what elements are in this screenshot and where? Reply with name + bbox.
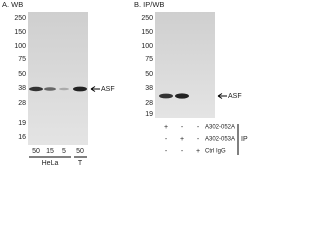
row-label: A302-052A (205, 125, 235, 131)
band (44, 87, 56, 91)
marker-label: 75 (145, 56, 153, 63)
lane-label: 50 (76, 148, 84, 155)
band (73, 86, 87, 92)
cell: + (196, 148, 200, 155)
cell: - (181, 148, 184, 155)
lane-label: 50 (32, 148, 40, 155)
cell: - (197, 136, 200, 143)
cell: - (165, 148, 168, 155)
cell: + (164, 124, 168, 131)
cell: + (180, 136, 184, 143)
group-label: IP (241, 136, 248, 143)
marker-label: 150 (14, 29, 26, 36)
marker-label: 19 (18, 120, 26, 127)
marker-label: 50 (145, 71, 153, 78)
marker-label: 150 (141, 29, 153, 36)
marker-label: 38 (145, 85, 153, 92)
lane-label: 15 (46, 148, 54, 155)
band (175, 93, 189, 99)
marker-label: 28 (145, 100, 153, 107)
group-label: T (78, 160, 83, 167)
marker-label: 100 (14, 43, 26, 50)
figure: A. WB B. IP/WB 250 150 100 75 50 38 28 19 16 250 150… (2, 0, 248, 167)
target-label: ASF (101, 86, 115, 93)
marker-label: 38 (18, 85, 26, 92)
marker-label: 250 (141, 15, 153, 22)
blot-b (155, 12, 215, 118)
marker-label: 50 (18, 71, 26, 78)
marker-label: 250 (14, 15, 26, 22)
arrow (90, 86, 100, 92)
marker-label: 100 (141, 43, 153, 50)
row-label: A302-053A (205, 137, 235, 143)
cell: - (197, 124, 200, 131)
marker-label: 19 (145, 111, 153, 118)
band (159, 93, 173, 99)
band (29, 86, 43, 92)
arrow (217, 93, 227, 99)
group-label: HeLa (42, 160, 59, 167)
panel-title: B. IP/WB (134, 0, 164, 9)
blot-a (28, 12, 88, 145)
cell: - (165, 136, 168, 143)
marker-label: 16 (18, 134, 26, 141)
row-label: Ctrl IgG (205, 149, 226, 155)
panel-title: A. WB (2, 0, 23, 9)
lane-label: 5 (62, 148, 66, 155)
marker-label: 28 (18, 100, 26, 107)
target-label: ASF (228, 93, 242, 100)
marker-label: 75 (18, 56, 26, 63)
cell: - (181, 124, 184, 131)
band (59, 87, 69, 91)
